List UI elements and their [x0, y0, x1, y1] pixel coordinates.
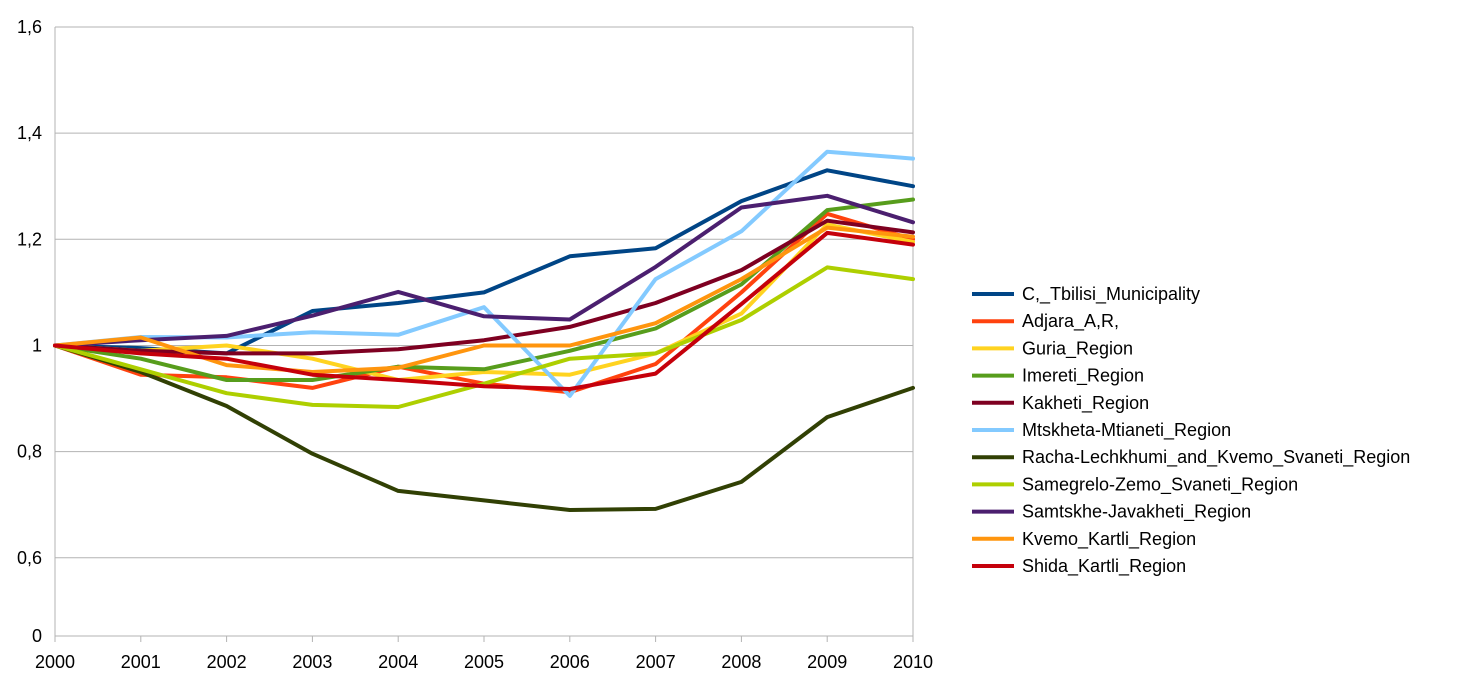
- x-tick-label: 2008: [721, 652, 761, 672]
- x-tick-label: 2002: [207, 652, 247, 672]
- chart-legend: C,_Tbilisi_Municipality Adjara_A,R, Guria_…: [972, 284, 1410, 577]
- legend-label: Kakheti_Region: [1022, 393, 1149, 414]
- legend-label: Racha-Lechkhumi_and_Kvemo_Svaneti_Region: [1022, 447, 1410, 468]
- series-line-0: [53, 168, 915, 356]
- x-tick-label: 2006: [550, 652, 590, 672]
- legend-label: Guria_Region: [1022, 338, 1133, 359]
- series-line-1: [53, 211, 915, 395]
- y-tick-label: 1: [32, 335, 42, 355]
- y-tick-label: 1,2: [17, 229, 42, 249]
- x-tick-label: 2005: [464, 652, 504, 672]
- legend-label: Samegrelo-Zemo_Svaneti_Region: [1022, 474, 1298, 495]
- y-tick-label: 1,6: [17, 17, 42, 37]
- x-axis-ticks: 2000 2001 2002 2003 2004 2005 2006 2007 2008 2009…: [35, 636, 933, 672]
- series-line-6: [53, 343, 915, 512]
- series-line-2: [53, 222, 915, 382]
- y-tick-label: 0: [32, 626, 42, 646]
- legend-label: C,_Tbilisi_Municipality: [1022, 284, 1200, 305]
- series-line-10: [53, 230, 915, 391]
- x-tick-label: 2003: [292, 652, 332, 672]
- series-line-7: [53, 265, 915, 409]
- series-line-8: [53, 193, 915, 348]
- y-axis-ticks: 0 0,6 0,8 1 1,2 1,4 1,6: [17, 17, 42, 646]
- x-tick-label: 2001: [121, 652, 161, 672]
- x-tick-label: 2010: [893, 652, 933, 672]
- legend-label: Mtskheta-Mtianeti_Region: [1022, 420, 1231, 441]
- chart-grid: [54, 26, 914, 642]
- legend-label: Kvemo_Kartli_Region: [1022, 529, 1196, 550]
- legend-label: Imereti_Region: [1022, 366, 1144, 387]
- chart-series: [53, 149, 915, 512]
- x-tick-label: 2007: [636, 652, 676, 672]
- series-line-5: [53, 149, 915, 398]
- y-tick-label: 1,4: [17, 123, 42, 143]
- x-tick-label: 2000: [35, 652, 75, 672]
- x-tick-label: 2004: [378, 652, 418, 672]
- x-tick-label: 2009: [807, 652, 847, 672]
- legend-label: Shida_Kartli_Region: [1022, 556, 1186, 577]
- y-tick-label: 0,6: [17, 548, 42, 568]
- legend-label: Samtskhe-Javakheti_Region: [1022, 502, 1251, 523]
- series-line-4: [53, 218, 915, 356]
- y-tick-label: 0,8: [17, 442, 42, 462]
- legend-label: Adjara_A,R,: [1022, 311, 1119, 332]
